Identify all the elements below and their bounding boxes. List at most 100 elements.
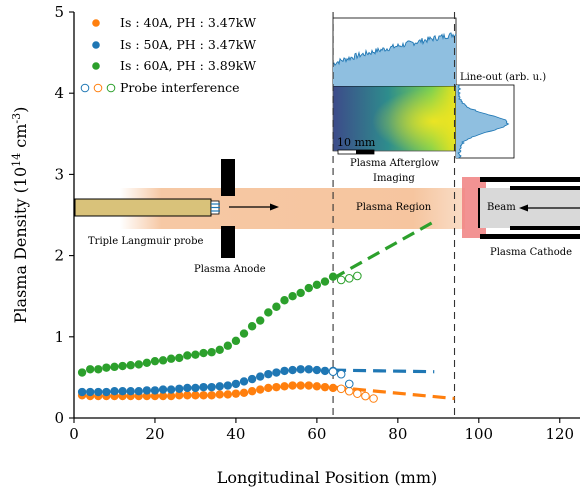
data-point xyxy=(272,382,281,392)
legend-entry: Is : 60A, PH : 3.89kW xyxy=(92,58,256,73)
lineout-label: Line-out (arb. u.) xyxy=(460,72,546,83)
plasma-anode-upper xyxy=(221,159,235,196)
data-point xyxy=(239,377,249,386)
data-point xyxy=(312,382,322,391)
triple-probe-label: Triple Langmuir probe xyxy=(88,236,203,247)
cathode-bottom-plate xyxy=(480,234,580,239)
legend-entry: Is : 40A, PH : 3.47kW xyxy=(92,15,256,30)
data-point xyxy=(199,391,208,400)
beam-direction-arrow-icon xyxy=(519,204,580,212)
plasma-anode-lower xyxy=(221,226,235,258)
data-point xyxy=(207,382,216,392)
data-point xyxy=(175,391,184,400)
probe-interference-point xyxy=(344,379,354,389)
data-point xyxy=(247,322,257,331)
data-point xyxy=(312,365,322,375)
lineout-line xyxy=(457,84,510,159)
data-point xyxy=(175,353,184,363)
data-point xyxy=(142,386,152,395)
legend-entry: Is : 50A, PH : 3.47kW xyxy=(92,37,256,52)
probe-interference-point xyxy=(369,394,378,403)
probe-interference-point xyxy=(336,275,346,285)
data-point xyxy=(118,387,127,396)
data-point xyxy=(264,308,273,317)
data-point xyxy=(94,365,103,374)
data-point xyxy=(134,387,143,396)
lineout-fill xyxy=(456,85,509,158)
legend-open-marker-blue xyxy=(80,83,90,93)
scale-bar-label: 10 mm xyxy=(337,136,376,149)
data-point xyxy=(256,372,265,381)
cathode-bottom-plate-inner xyxy=(510,226,580,230)
x-tick-label: 40 xyxy=(226,425,245,443)
data-point xyxy=(296,365,305,374)
data-point xyxy=(320,366,330,376)
data-point xyxy=(85,365,95,374)
y-tick-label: 5 xyxy=(54,3,64,21)
x-tick-label: 80 xyxy=(388,425,407,443)
y-tick-label: 0 xyxy=(54,409,64,427)
x-axis-label: Longitudinal Position (mm) xyxy=(217,468,438,487)
plasma-anode-label: Plasma Anode xyxy=(194,264,266,275)
data-point xyxy=(231,389,241,398)
legend-label: Is : 50A, PH : 3.47kW xyxy=(120,37,256,52)
data-point xyxy=(256,385,265,394)
data-point xyxy=(304,365,313,374)
probe-interference-point xyxy=(328,367,338,377)
data-point xyxy=(110,362,119,372)
data-point xyxy=(223,390,233,399)
legend-entry-probe: Probe interference xyxy=(80,80,240,95)
data-point xyxy=(102,363,111,372)
probe-interference-point xyxy=(344,386,354,396)
data-point xyxy=(296,288,305,298)
data-point xyxy=(328,383,338,393)
probe-interference-point xyxy=(361,391,370,401)
data-point xyxy=(328,272,338,281)
fit-line xyxy=(332,385,455,401)
probe-interference-point xyxy=(336,384,346,394)
data-point xyxy=(166,391,176,401)
data-point xyxy=(231,379,241,389)
plasma-region-label: Plasma Region xyxy=(356,202,432,213)
data-point xyxy=(280,296,289,305)
y-tick-label: 4 xyxy=(54,84,64,102)
probe-interference-point xyxy=(336,369,346,379)
data-point xyxy=(110,387,119,396)
data-point xyxy=(199,382,208,392)
legend-open-marker-orange xyxy=(93,83,103,93)
probe-interference-point xyxy=(344,274,354,283)
afterglow-label-line2: Imaging xyxy=(373,173,415,184)
y-tick-label: 2 xyxy=(54,247,64,265)
cathode-edge xyxy=(478,188,480,228)
data-point xyxy=(280,382,289,391)
experiment-schematic xyxy=(74,17,580,258)
plot-axes: 0 20 40 60 80 100 120 0 1 2 3 4 5 xyxy=(54,3,580,443)
y-tick-label: 3 xyxy=(54,165,64,183)
data-point xyxy=(223,341,233,350)
data-point xyxy=(223,381,233,390)
data-point xyxy=(272,368,281,377)
imaging-window-lines xyxy=(332,12,456,418)
afterglow-glow xyxy=(333,85,456,151)
legend-label: Is : 60A, PH : 3.89kW xyxy=(120,58,256,73)
data-point xyxy=(85,387,95,397)
data-point xyxy=(264,369,273,379)
top-profile-fill xyxy=(333,32,456,86)
data-point xyxy=(207,348,216,357)
data-point xyxy=(158,385,168,394)
data-point xyxy=(312,280,322,290)
legend-marker-blue xyxy=(92,41,100,49)
data-point xyxy=(207,391,216,400)
data-point xyxy=(94,387,103,397)
cathode-top-plate-inner xyxy=(510,186,580,190)
legend-marker-orange xyxy=(92,19,100,27)
probe-direction-arrow-icon xyxy=(229,203,279,211)
data-point xyxy=(215,382,224,391)
data-point xyxy=(288,365,297,375)
data-point xyxy=(296,381,305,390)
data-point xyxy=(280,366,289,376)
data-point xyxy=(191,391,200,400)
legend-label: Is : 40A, PH : 3.47kW xyxy=(120,15,256,30)
x-tick-label: 0 xyxy=(69,425,79,443)
